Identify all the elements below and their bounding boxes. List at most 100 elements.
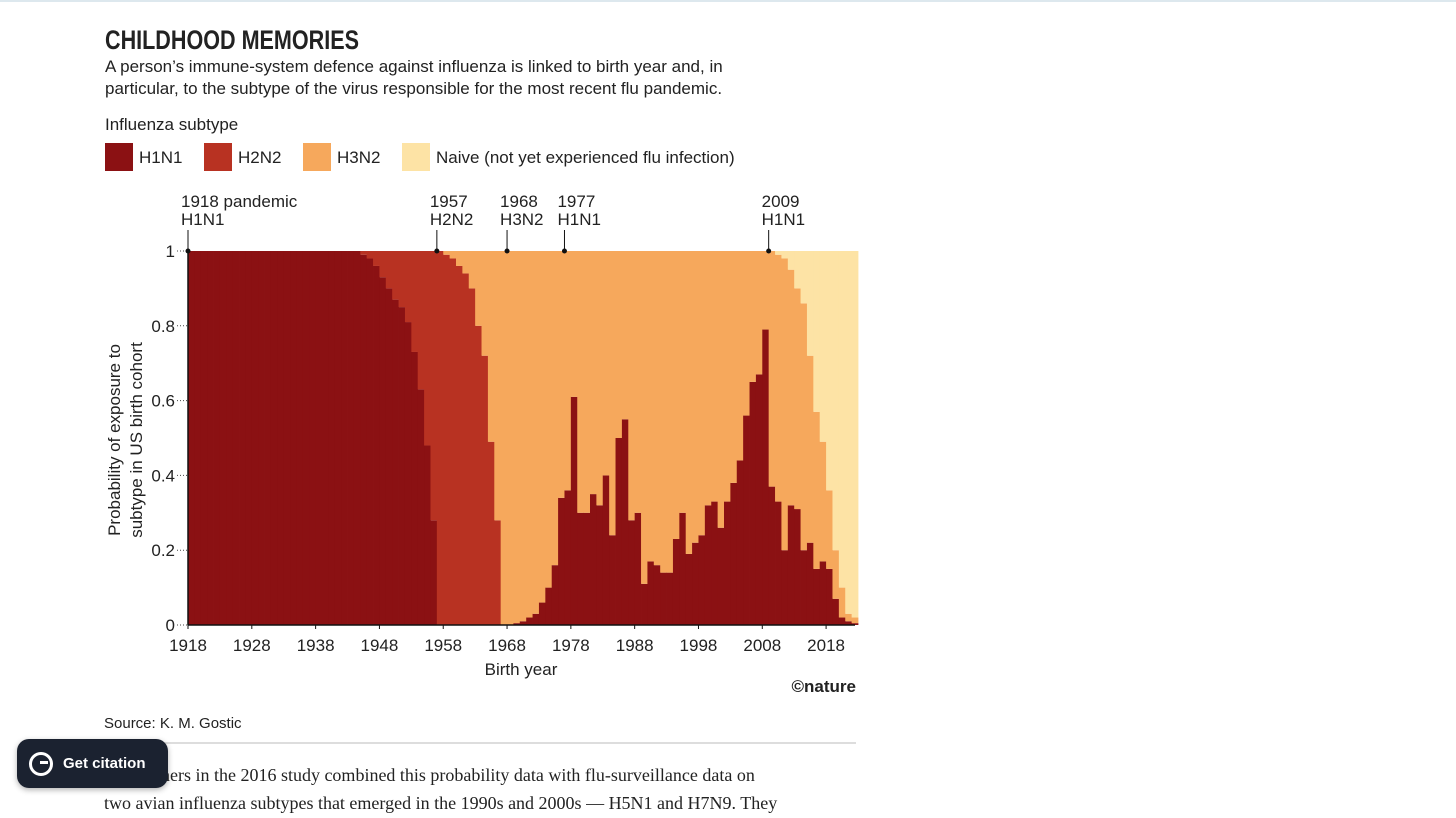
y-tick-label: 1 [166,242,175,261]
step-bar [494,251,502,521]
y-axis-label: Probability of exposure to [105,344,124,536]
annotation-dot [766,248,772,254]
step-bar [213,251,221,625]
step-bar [813,411,821,569]
step-bar [583,251,591,513]
step-bar [832,251,840,551]
step-bar [724,251,731,502]
step-bar [487,251,495,442]
step-bar [360,254,368,626]
step-bar [621,419,629,625]
step-bar [609,251,616,536]
step-bar [775,251,782,255]
step-bar [653,251,661,566]
step-bar [641,251,648,584]
step-bar [794,251,801,289]
legend-swatch [303,143,331,171]
step-bar [641,583,648,625]
step-bar [360,251,368,255]
step-bar [366,251,374,259]
annotation-subtype: H1N1 [762,210,805,229]
y-tick-label: 0 [166,616,175,635]
step-bar [647,561,655,625]
step-bar [692,542,699,625]
step-bar [781,258,789,551]
step-bar [232,251,240,625]
y-tick-label: 0.6 [151,392,175,411]
step-bar [507,251,514,625]
step-bar [672,538,680,625]
step-bar [449,251,457,259]
step-bar [717,527,725,625]
x-tick-label: 1918 [169,636,207,655]
x-tick-label: 2018 [807,636,845,655]
legend-swatch [105,143,133,171]
step-bar [609,535,616,625]
step-bar [749,251,757,382]
step-bar [239,251,246,625]
step-bar [634,512,642,625]
step-bar [711,251,719,502]
step-bar [768,486,776,625]
x-tick-label: 1978 [552,636,590,655]
step-bar [468,288,476,625]
step-bar [538,602,546,625]
y-tick-label: 0.4 [151,466,175,485]
legend-swatch [204,143,232,171]
step-bar [685,553,693,625]
step-bar [411,251,419,352]
step-bar [838,251,846,588]
step-bar [628,520,636,625]
step-bar [373,251,380,266]
step-bar [334,251,342,625]
step-bar [717,251,725,528]
annotation-dot [504,248,510,254]
legend-label: H3N2 [337,148,380,167]
step-bar [583,512,591,625]
step-bar [819,441,827,562]
step-bar [443,254,451,626]
step-bar [545,251,553,588]
annotation-label: 1918 pandemic [181,192,298,211]
step-bar [264,251,272,625]
step-bar [462,251,470,274]
subtitle: particular, to the subtype of the virus … [105,79,722,98]
step-bar [615,438,623,625]
step-bar [277,251,285,625]
step-bar [494,520,502,625]
step-bar [519,621,527,625]
step-bar [468,251,476,289]
plot-area [188,251,859,626]
step-bar [188,251,195,625]
step-bar [615,251,623,438]
step-bar [481,251,489,356]
step-bar [826,568,833,625]
step-bar [698,251,706,536]
source: Source: K. M. Gostic [104,715,242,732]
x-tick-label: 1938 [297,636,335,655]
step-bar [590,494,597,625]
step-bar [545,587,553,625]
get-citation-button[interactable]: Get citation [17,739,168,788]
step-bar [462,273,470,625]
step-bar [270,251,278,625]
annotation-dot [434,248,440,254]
annotation-subtype: H1N1 [557,210,600,229]
step-bar [838,617,846,625]
step-bar [679,512,687,625]
step-bar [475,325,482,625]
x-tick-label: 1998 [680,636,718,655]
step-bar [736,251,744,461]
step-bar [755,251,763,375]
step-bar [800,251,808,304]
step-bar [513,251,521,624]
step-bar [826,490,833,569]
article-text: two avian influenza subtypes that emerge… [104,793,777,813]
step-bar [430,251,438,521]
step-bar [532,251,540,614]
step-bar [283,251,291,625]
annotation-dot [561,248,567,254]
step-bar [794,288,801,510]
